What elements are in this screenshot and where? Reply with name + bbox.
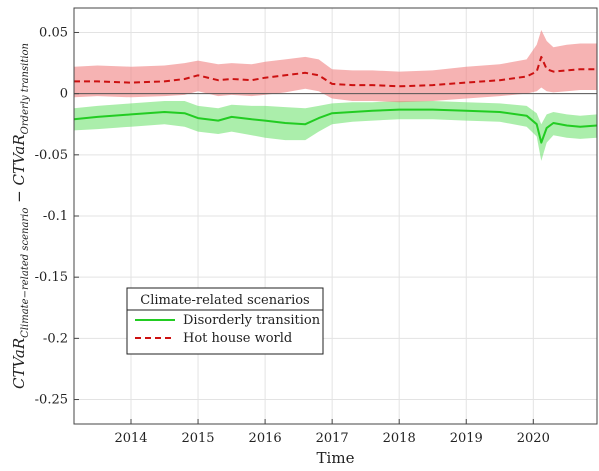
- y-tick-label: -0.25: [35, 393, 68, 408]
- legend: Climate-related scenarios Disorderly tra…: [126, 287, 324, 355]
- legend-label-hot-house: Hot house world: [183, 331, 292, 346]
- legend-title: Climate-related scenarios: [140, 293, 309, 308]
- y-label-main-a: CTVaR: [10, 338, 28, 389]
- y-tick-label: 0: [60, 87, 68, 102]
- band-layer: [74, 30, 597, 161]
- y-tick-label: -0.05: [35, 148, 68, 163]
- line-layer: [73, 55, 598, 144]
- series-line-disorderly: [73, 108, 598, 144]
- x-tick-label: 2019: [450, 431, 483, 446]
- x-axis-label: Time: [317, 449, 355, 467]
- y-label-sub-b: Orderly transition: [20, 43, 31, 134]
- y-tick-label: -0.15: [35, 270, 68, 285]
- series-line-hot-house: [74, 55, 597, 88]
- x-tick-label: 2017: [316, 431, 349, 446]
- y-label-main-b: CTVaR: [10, 134, 28, 185]
- tick-layer: 2014 2015 2016 2017 2018 2019 2020 -0.25 -0.2 -0.…: [35, 25, 550, 446]
- y-axis-label: CTVaRClimate−related scenario − CTVaROrd…: [10, 43, 31, 389]
- x-tick-label: 2016: [249, 431, 282, 446]
- band-hot-house: [74, 30, 597, 103]
- y-label-minus: −: [10, 185, 28, 207]
- y-label-sub-a: Climate−related scenario: [20, 208, 31, 338]
- legend-label-disorderly: Disorderly transition: [183, 313, 321, 328]
- x-tick-label: 2018: [383, 431, 416, 446]
- x-tick-label: 2020: [517, 431, 550, 446]
- y-tick-label: 0.05: [39, 25, 68, 40]
- y-tick-label: -0.1: [43, 209, 68, 224]
- x-tick-label: 2015: [181, 431, 214, 446]
- y-tick-label: -0.2: [43, 331, 68, 346]
- band-disorderly: [74, 101, 597, 161]
- x-tick-label: 2014: [114, 431, 147, 446]
